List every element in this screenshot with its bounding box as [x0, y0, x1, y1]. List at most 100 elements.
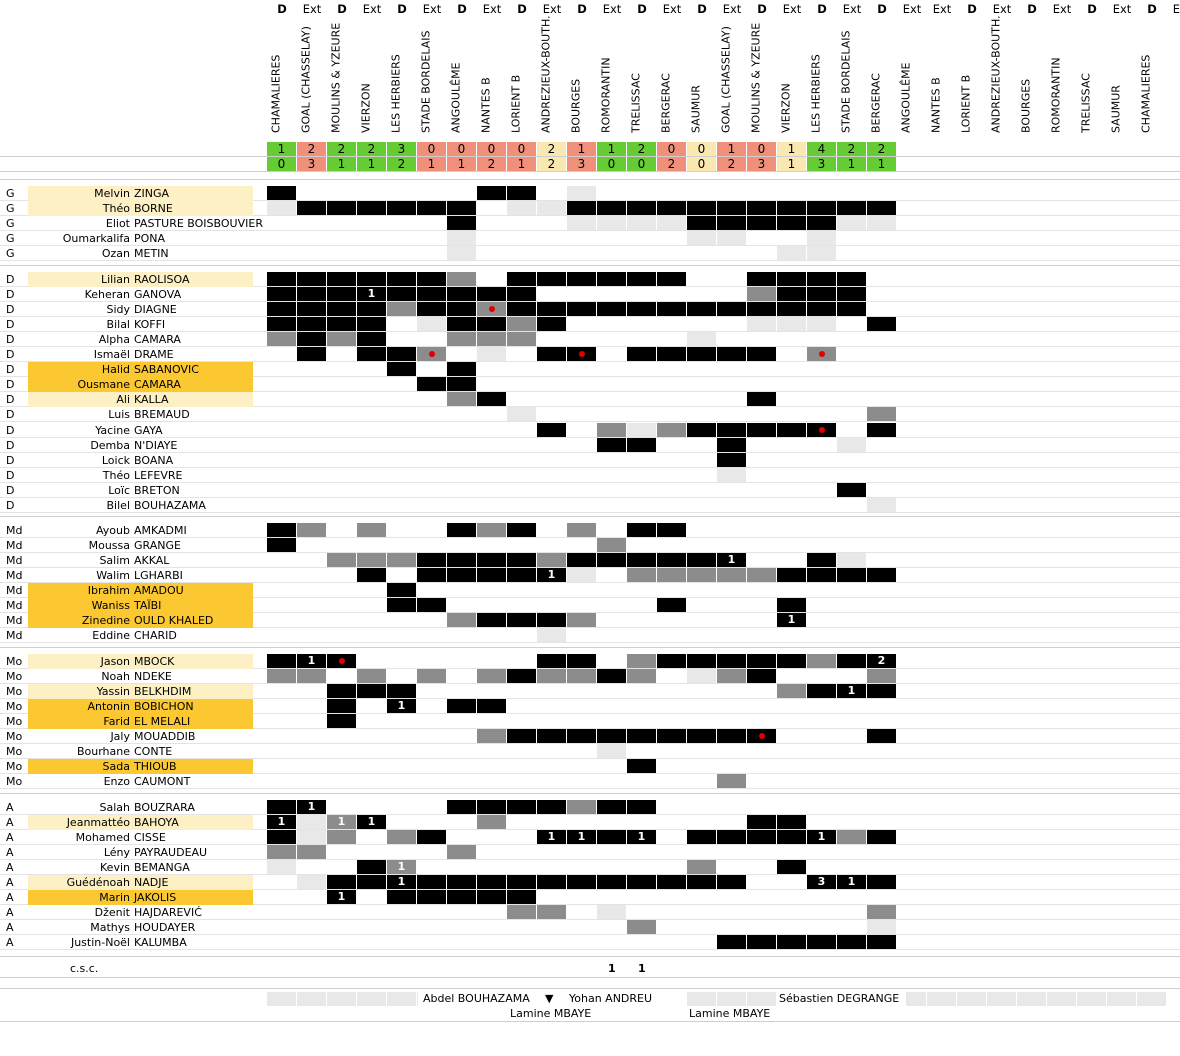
team-header[interactable]: ROMORANTIN: [1047, 32, 1077, 144]
player-name[interactable]: Sada THIOUB: [28, 759, 253, 775]
team-header[interactable]: LES HERBIERS: [387, 32, 417, 144]
team-header[interactable]: ANGOULÊME: [897, 32, 927, 144]
position-code: A: [6, 861, 14, 875]
score-for: 0: [747, 142, 776, 156]
footer-line: [0, 1021, 1180, 1022]
player-name[interactable]: Ayoub AMKADMI: [28, 523, 253, 538]
player-name[interactable]: Mohamed CISSE: [28, 830, 253, 845]
player-name[interactable]: Jeanmattéo BAHOYA: [28, 815, 253, 831]
player-name[interactable]: Demba N'DIAYE: [28, 438, 253, 453]
player-name[interactable]: Loick BOANA: [28, 453, 253, 468]
team-header[interactable]: TRELISSAC: [1077, 32, 1107, 144]
team-header[interactable]: ANDREZIEUX-BOUTH.: [987, 15, 1017, 144]
team-header[interactable]: MOULINS & YZEURE: [327, 23, 357, 144]
team-header[interactable]: TRELISSAC: [627, 32, 657, 144]
team-header[interactable]: NANTES B: [927, 32, 957, 144]
player-name[interactable]: Yassin BELKHDIM: [28, 684, 253, 700]
appearance-cell: [507, 332, 536, 347]
player-position: Md: [0, 583, 26, 598]
player-name[interactable]: Ousmane CAMARA: [28, 377, 253, 393]
player-name[interactable]: Antonin BOBICHON: [28, 699, 253, 715]
last-name: DIAGNE: [134, 303, 177, 317]
player-name[interactable]: Théo BORNE: [28, 201, 253, 217]
appearance-cell: [267, 815, 296, 830]
player-name[interactable]: Ismaël DRAME: [28, 347, 253, 362]
player-name[interactable]: Oumarkalifa PONA: [28, 231, 253, 246]
player-name[interactable]: Waniss TAÏBI: [28, 598, 253, 614]
player-name[interactable]: Zinedine OULD KHALED: [28, 613, 253, 629]
team-header[interactable]: NANTES B: [477, 32, 507, 144]
team-header[interactable]: LES HERBIERS: [807, 32, 837, 144]
player-name[interactable]: Bilal KOFFI: [28, 317, 253, 332]
team-header[interactable]: CHAMALIERES: [1137, 32, 1167, 144]
player-name[interactable]: Kevin BEMANGA: [28, 860, 253, 875]
player-name[interactable]: Luis BREMAUD: [28, 407, 253, 422]
player-name[interactable]: Alpha CAMARA: [28, 332, 253, 347]
player-name[interactable]: Jason MBOCK: [28, 654, 253, 669]
appearance-cell: [387, 553, 416, 568]
team-header[interactable]: GOAL (CHASSELAY): [297, 26, 327, 144]
player-name[interactable]: Ali KALLA: [28, 392, 253, 408]
player-name[interactable]: Enzo CAUMONT: [28, 774, 253, 789]
player-name[interactable]: Salim AKKAL: [28, 553, 253, 568]
player-position: D: [0, 438, 26, 453]
player-name[interactable]: Salah BOUZRARA: [28, 800, 253, 815]
player-name[interactable]: Melvin ZINGA: [28, 186, 253, 201]
team-header[interactable]: GOAL (CHASSELAY): [717, 26, 747, 144]
appearance-cell: [327, 287, 356, 302]
team-header[interactable]: VIERZON: [357, 32, 387, 144]
team-header[interactable]: STADE BORDELAIS: [417, 31, 447, 144]
player-name[interactable]: Justin-Noël KALUMBA: [28, 935, 253, 950]
team-header[interactable]: BOURGES: [567, 32, 597, 144]
appearance-cell: [297, 654, 326, 668]
team-header[interactable]: ANGOULÊME: [447, 32, 477, 144]
player-name[interactable]: Keheran GANOVA: [28, 287, 253, 302]
team-header[interactable]: CHAMALIERES: [267, 32, 297, 144]
team-header[interactable]: STADE BORDELAIS: [837, 31, 867, 144]
team-header[interactable]: BOURGES: [1017, 32, 1047, 144]
appearance-cell: [267, 332, 296, 347]
team-header[interactable]: ROMORANTIN: [597, 32, 627, 144]
player-name[interactable]: Bilel BOUHAZAMA: [28, 498, 253, 513]
appearance-cell: [507, 553, 536, 568]
player-name[interactable]: Bourhane CONTE: [28, 744, 253, 759]
player-name[interactable]: Halid SABANOVIC: [28, 362, 253, 378]
player-name[interactable]: Dženit HAJDAREVIĆ: [28, 905, 253, 920]
player-name[interactable]: Lilian RAOLISOA: [28, 272, 253, 287]
team-header[interactable]: BERGERAC: [867, 32, 897, 144]
team-header[interactable]: SAUMUR: [1107, 32, 1137, 144]
player-name[interactable]: Mathys HOUDAYER: [28, 920, 253, 935]
player-name[interactable]: Lény PAYRAUDEAU: [28, 845, 253, 860]
player-name[interactable]: Farid EL MELALI: [28, 714, 253, 730]
team-header[interactable]: ANDREZIEUX-BOUTH.: [537, 15, 567, 144]
player-name[interactable]: Walim LGHARBI: [28, 568, 253, 583]
red-card-dot: [489, 306, 495, 313]
player-name[interactable]: Marin JAKOLIS: [28, 890, 253, 906]
player-name[interactable]: Noah NDEKE: [28, 669, 253, 684]
player-name[interactable]: Ibrahim AMADOU: [28, 583, 253, 599]
team-header[interactable]: SAUMUR: [687, 32, 717, 144]
appearance-cell: [447, 568, 476, 583]
player-name[interactable]: Moussa GRANGE: [28, 538, 253, 553]
player-name[interactable]: Jaly MOUADDIB: [28, 729, 253, 744]
player-name[interactable]: Loïc BRETON: [28, 483, 253, 498]
position-code: Md: [6, 614, 23, 628]
team-header[interactable]: VIERZON: [777, 32, 807, 144]
first-name: Salah: [99, 801, 131, 814]
player-name[interactable]: Eliot PASTURE BOISBOUVIER: [28, 216, 263, 231]
player-position: G: [0, 231, 26, 246]
player-name[interactable]: Théo LEFEVRE: [28, 468, 253, 483]
player-name[interactable]: Ozan METIN: [28, 246, 253, 261]
team-header[interactable]: MOULINS & YZEURE: [747, 23, 777, 144]
player-name[interactable]: Guédénoah NADJE: [28, 875, 253, 891]
player-name[interactable]: Eddine CHARID: [28, 628, 253, 643]
position-code: D: [6, 408, 15, 422]
team-name: GOAL (CHASSELAY): [719, 26, 733, 133]
team-header[interactable]: BERGERAC: [657, 32, 687, 144]
player-name[interactable]: Yacine GAYA: [28, 423, 253, 438]
appearance-cell: [837, 568, 866, 583]
team-header[interactable]: LORIENT B: [957, 32, 987, 144]
player-name[interactable]: Sidy DIAGNE: [28, 302, 253, 317]
team-header[interactable]: LORIENT B: [507, 32, 537, 144]
appearance-cell: [657, 598, 686, 613]
